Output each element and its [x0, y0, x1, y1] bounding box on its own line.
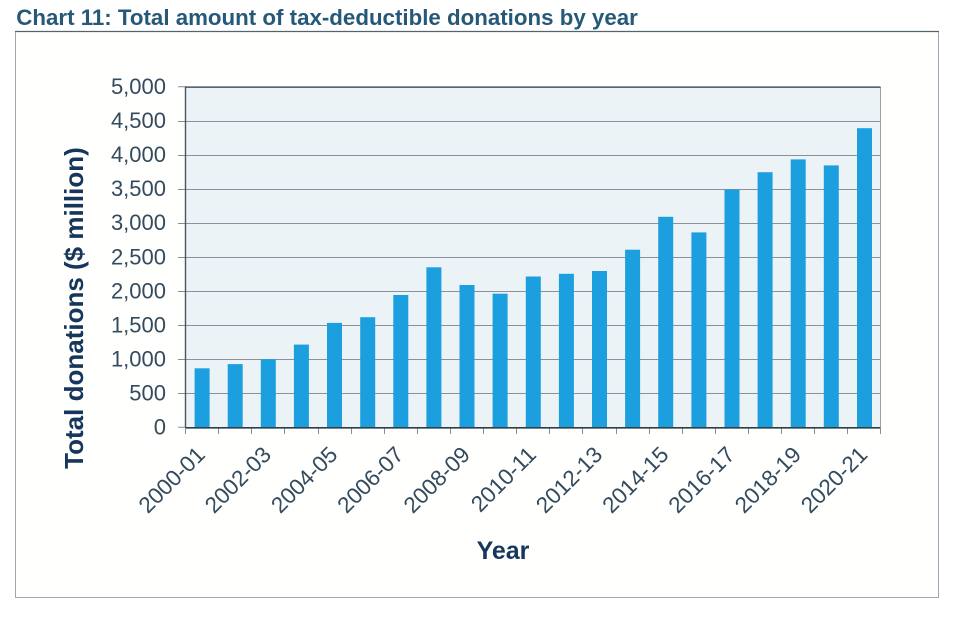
svg-text:3,000: 3,000: [111, 210, 166, 235]
svg-text:2,500: 2,500: [111, 244, 166, 269]
svg-text:5,000: 5,000: [111, 74, 166, 99]
svg-text:3,500: 3,500: [111, 176, 166, 201]
svg-text:4,500: 4,500: [111, 108, 166, 133]
svg-text:4,000: 4,000: [111, 142, 166, 167]
svg-text:Chart 11: Total amount of tax-: Chart 11: Total amount of tax-deductible…: [16, 5, 638, 30]
svg-text:Total donations ($ million): Total donations ($ million): [59, 147, 89, 469]
svg-text:1,000: 1,000: [111, 346, 166, 371]
svg-text:2,000: 2,000: [111, 278, 166, 303]
svg-text:500: 500: [129, 381, 166, 406]
svg-text:0: 0: [154, 415, 166, 440]
svg-text:Year: Year: [477, 537, 530, 565]
svg-text:1,500: 1,500: [111, 312, 166, 337]
